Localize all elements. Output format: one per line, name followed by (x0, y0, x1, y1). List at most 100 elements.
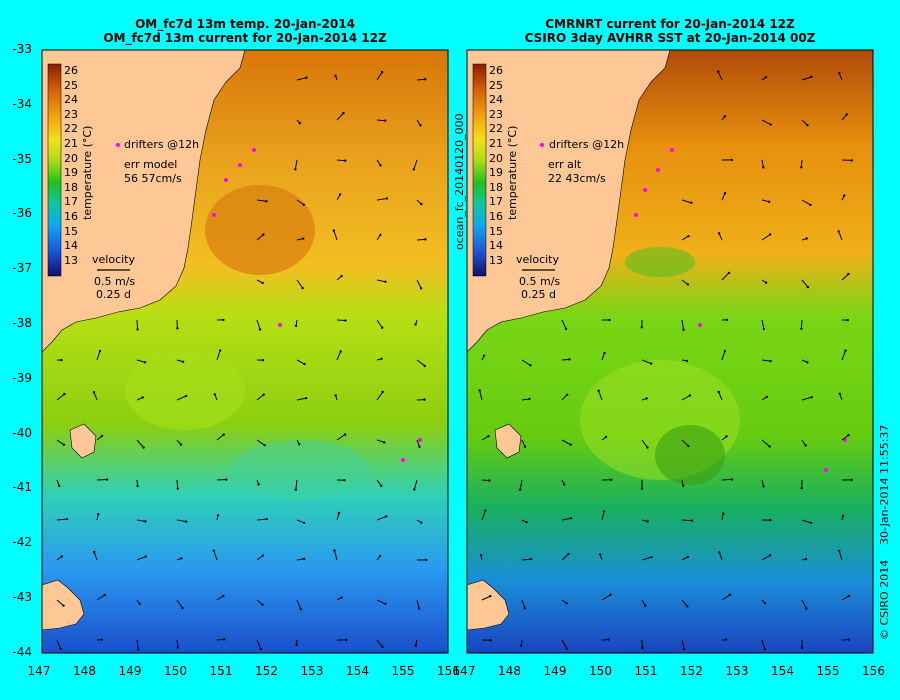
current-vector (761, 234, 771, 241)
current-vector (481, 479, 490, 482)
lat-tick-label: -35 (12, 151, 32, 166)
right-drifter-6 (824, 468, 828, 472)
current-vector-head (644, 604, 647, 607)
current-vector-head (103, 593, 107, 597)
current-vector-head (298, 442, 301, 446)
current-vector (216, 595, 224, 601)
current-vector (841, 273, 849, 281)
left-title-line2: OM_fc7d 13m current for 20-Jan-2014 12Z (103, 31, 387, 45)
left-land (41, 49, 246, 353)
current-vector (416, 359, 426, 367)
current-vector (801, 279, 809, 288)
current-vector-head (603, 351, 606, 355)
current-vector-head (764, 76, 768, 79)
current-vector-head (258, 328, 262, 331)
lon-tick-label: 147 (27, 664, 51, 678)
current-vector-head (294, 488, 297, 491)
current-vector-head (57, 484, 61, 488)
current-vector (641, 556, 652, 561)
current-vector-head (562, 483, 566, 486)
current-vector-head (847, 433, 850, 437)
current-vector-head (686, 555, 690, 559)
lat-tick-label: -33 (12, 42, 32, 56)
current-vector-head (62, 443, 66, 446)
current-vector-head (137, 648, 140, 651)
current-vector-head (180, 557, 183, 560)
current-vector (336, 319, 346, 322)
current-vector-head (489, 594, 492, 598)
current-vector-head (144, 555, 147, 558)
current-vector (256, 199, 267, 202)
current-vector-head (723, 192, 727, 195)
current-vector (561, 358, 570, 361)
current-vector-head (728, 593, 732, 597)
current-vector (718, 391, 723, 401)
current-vector (841, 350, 846, 361)
current-vector (721, 478, 732, 481)
current-vector (256, 234, 264, 241)
current-vector (376, 439, 385, 443)
current-vector-head (763, 601, 767, 605)
current-vector-head (690, 519, 694, 522)
current-vector (56, 393, 65, 401)
colorbar-tick-label: 24 (64, 93, 78, 107)
current-vector (481, 510, 486, 521)
current-vector-head (381, 326, 384, 329)
current-vector (336, 112, 344, 121)
left-drifter-4 (252, 148, 256, 152)
lat-tick-label: -44 (12, 644, 32, 659)
current-vector (681, 439, 689, 447)
current-vector-head (334, 394, 337, 397)
current-vector-head (223, 638, 226, 641)
current-vector-head (257, 483, 260, 486)
current-vector-head (718, 551, 721, 554)
current-vector (376, 119, 386, 122)
colorbar-tick-label: 18 (489, 180, 503, 194)
current-vector-head (646, 520, 649, 523)
current-vector (761, 199, 770, 203)
current-vector-head (382, 441, 386, 444)
current-vector (718, 233, 723, 241)
left-colorbar-title: temperature (°C) (81, 125, 94, 220)
current-vector (801, 519, 812, 524)
lon-tick-label: 155 (391, 664, 415, 678)
current-vector-head (218, 349, 222, 352)
current-vector-head (179, 443, 183, 446)
current-vector-head (768, 233, 772, 236)
right-eddy-dark (655, 425, 725, 485)
current-vector (296, 279, 304, 289)
current-vector-head (565, 602, 568, 605)
current-vector (256, 394, 264, 401)
current-vector-head (850, 478, 853, 482)
current-vector-head (295, 643, 298, 647)
current-vector-head (417, 607, 421, 610)
current-vector-head (597, 389, 600, 392)
current-vector-head (529, 364, 532, 367)
current-vectors (56, 70, 854, 651)
current-vector-head (176, 487, 179, 490)
left-title: OM_fc7d 13m temp. 20-Jan-2014 OM_fc7d 13… (42, 17, 448, 45)
current-vector-head (769, 553, 772, 557)
current-vector (216, 350, 221, 361)
current-vector-head (302, 521, 306, 525)
current-vector-head (763, 648, 766, 651)
current-vector (416, 238, 426, 241)
right-frame (466, 49, 874, 654)
current-vector-head (523, 445, 527, 448)
current-vector (681, 235, 689, 241)
current-vector (56, 439, 65, 446)
current-vector (601, 511, 605, 521)
lat-tick-label: -42 (12, 535, 32, 550)
current-vector-head (519, 644, 523, 647)
current-vector-head (529, 557, 533, 561)
current-vector (136, 556, 146, 561)
current-vector-head (608, 318, 611, 322)
current-vector-head (334, 74, 337, 78)
lon-tick-label: 148 (498, 664, 521, 678)
current-vector-head (212, 549, 215, 552)
right-velocity-speed: 0.5 m/s (519, 275, 561, 288)
current-vector-head (261, 281, 264, 285)
current-vector-head (717, 390, 720, 394)
colorbar-tick-label: 13 (64, 253, 78, 267)
current-vector (376, 391, 384, 401)
